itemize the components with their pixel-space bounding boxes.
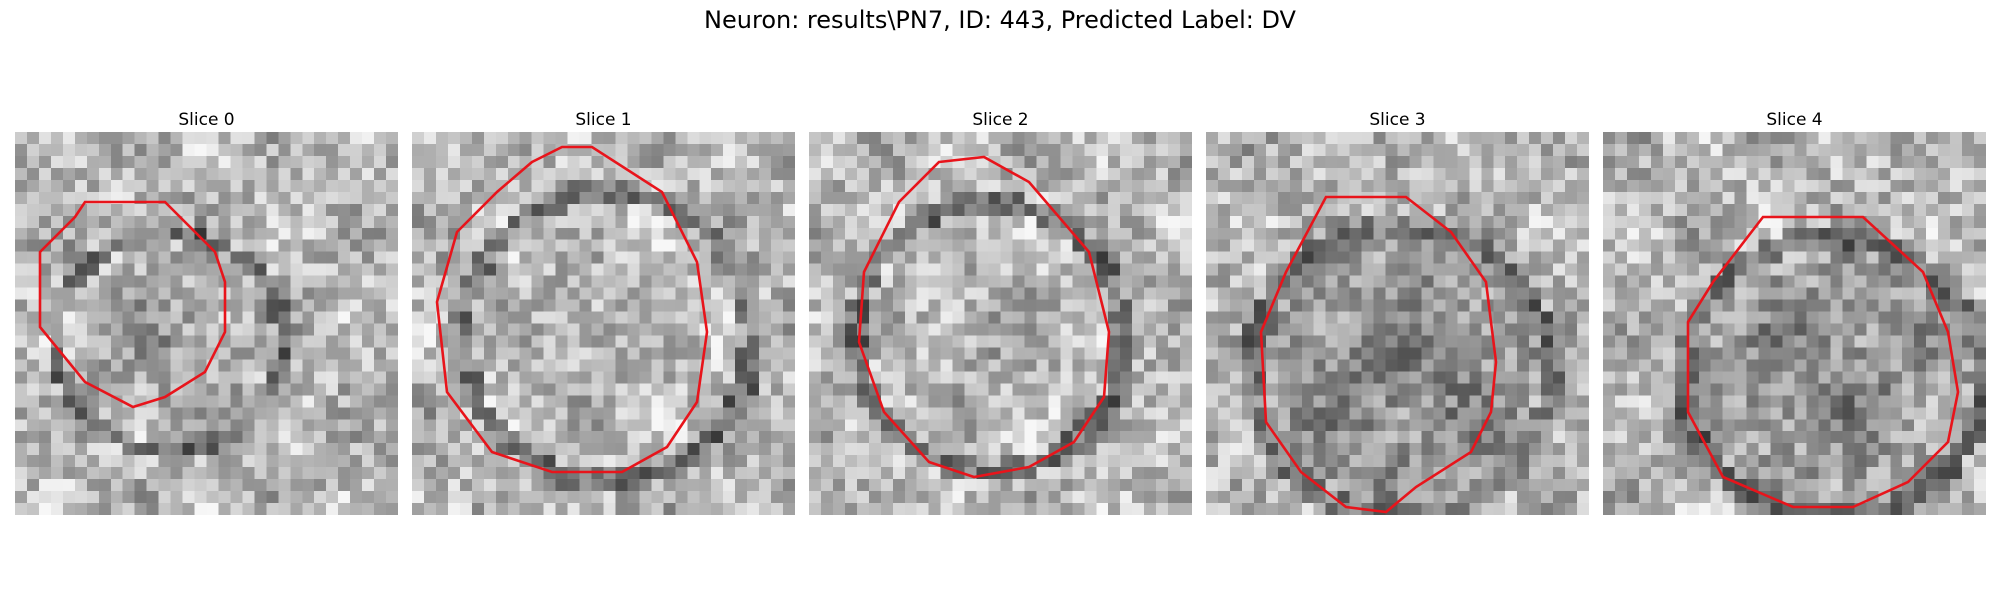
cell-contour <box>435 145 709 474</box>
slice-image-0 <box>15 132 398 515</box>
slice-panel-1: Slice 1 <box>412 108 795 515</box>
slice-image-2 <box>809 132 1192 515</box>
figure-title: Neuron: results\PN7, ID: 443, Predicted … <box>704 6 1296 34</box>
slice-title: Slice 1 <box>575 110 632 130</box>
cell-contour <box>857 155 1111 479</box>
pixel-grid <box>412 132 795 515</box>
pixel-grid <box>1603 132 1986 515</box>
cell-contour <box>1259 195 1498 514</box>
slice-image-3 <box>1206 132 1589 515</box>
slice-title: Slice 3 <box>1369 110 1426 130</box>
slice-panel-2: Slice 2 <box>809 108 1192 515</box>
slice-panel-4: Slice 4 <box>1603 108 1986 515</box>
pixel-grid <box>1206 132 1589 515</box>
cell-contour <box>38 200 227 409</box>
slice-image-4 <box>1603 132 1986 515</box>
pixel-grid <box>15 132 398 515</box>
slice-title: Slice 0 <box>178 110 235 130</box>
slice-title: Slice 2 <box>972 110 1029 130</box>
slice-image-1 <box>412 132 795 515</box>
cell-contour <box>1686 215 1960 509</box>
pixel-grid <box>809 132 1192 515</box>
slice-title: Slice 4 <box>1766 110 1823 130</box>
slice-panel-0: Slice 0 <box>15 108 398 515</box>
slice-panel-3: Slice 3 <box>1206 108 1589 515</box>
